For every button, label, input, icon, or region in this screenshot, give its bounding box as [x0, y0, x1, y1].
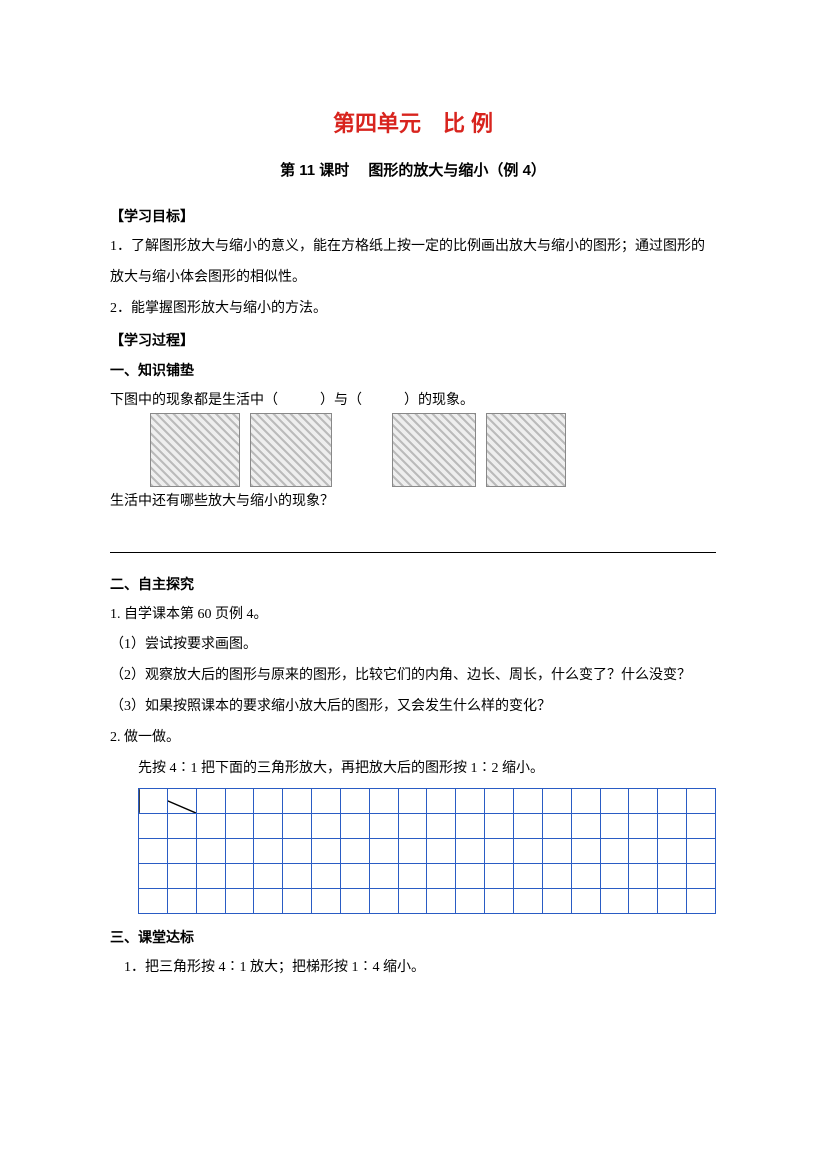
- s2-item-1: 1. 自学课本第 60 页例 4。: [110, 600, 716, 631]
- illustration-teacher-chart: [392, 413, 476, 487]
- goal-1: 1．了解图形放大与缩小的意义，能在方格纸上按一定的比例画出放大与缩小的图形；通过…: [110, 232, 716, 294]
- illustration-shadow: [486, 413, 566, 487]
- page: 第四单元 比 例 第 11 课时 图形的放大与缩小（例 4） 【学习目标】 1．…: [0, 0, 826, 1169]
- image-row: [110, 413, 716, 487]
- s1-question-2: 生活中还有哪些放大与缩小的现象？: [110, 487, 716, 518]
- section-3-heading: 三、课堂达标: [110, 922, 716, 953]
- answer-blank-line: [110, 538, 716, 553]
- unit-title-text: 第四单元 比 例: [333, 111, 493, 136]
- s2-item-1c: （3）如果按照课本的要求缩小放大后的图形，又会发生什么样的变化？: [110, 692, 716, 723]
- section-1-heading: 一、知识铺垫: [110, 355, 716, 386]
- section-2-heading: 二、自主探究: [110, 569, 716, 600]
- s3-item-1: 1．把三角形按 4∶1 放大；把梯形按 1∶4 缩小。: [110, 953, 716, 984]
- triangle-shape-part: [168, 789, 196, 813]
- process-heading: 【学习过程】: [110, 325, 716, 356]
- s2-item-2: 2. 做一做。: [110, 723, 716, 754]
- s2-item-1a: （1）尝试按要求画图。: [110, 630, 716, 661]
- s2-item-1b: （2）观察放大后的图形与原来的图形，比较它们的内角、边长、周长，什么变了？什么没…: [110, 661, 716, 692]
- lesson-subtitle: 第 11 课时 图形的放大与缩小（例 4）: [110, 154, 716, 187]
- grid-figure: [138, 788, 716, 914]
- triangle-shape: [139, 789, 167, 813]
- illustration-photo-building: [150, 413, 240, 487]
- image-pair-right: [392, 413, 566, 487]
- image-pair-left: [150, 413, 332, 487]
- illustration-magnifier: [250, 413, 332, 487]
- goals-heading: 【学习目标】: [110, 201, 716, 232]
- blue-grid: [138, 788, 716, 914]
- s2-item-2-instruction: 先按 4∶1 把下面的三角形放大，再把放大后的图形按 1∶2 缩小。: [110, 754, 716, 785]
- unit-title: 第四单元 比 例: [110, 100, 716, 148]
- goal-2: 2．能掌握图形放大与缩小的方法。: [110, 294, 716, 325]
